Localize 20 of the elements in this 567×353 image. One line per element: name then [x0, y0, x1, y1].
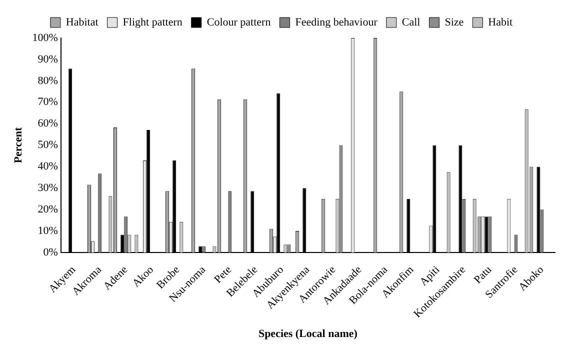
y-axis-title: Percent — [12, 127, 24, 164]
y-tick-label: 90% — [38, 53, 58, 66]
y-tick-label: 10% — [38, 224, 58, 237]
y-tick-label: 30% — [38, 182, 58, 194]
legend-label: Habit — [488, 16, 513, 28]
legend-label: Call — [402, 16, 420, 28]
y-tick-label: 100% — [32, 32, 58, 44]
y-tick-label: 40% — [38, 160, 58, 173]
legend-label: Size — [444, 16, 464, 28]
y-tick-label: 20% — [38, 204, 58, 216]
legend-label: Habitat — [66, 16, 98, 28]
x-axis-title: Species (Local name) — [258, 328, 358, 340]
legend-label: Feeding behaviour — [295, 16, 378, 28]
legend-label: Flight pattern — [122, 16, 183, 28]
y-tick-label: 70% — [38, 96, 58, 108]
y-tick-label: 50% — [38, 139, 58, 152]
y-tick-label: 80% — [38, 74, 58, 87]
y-tick-label: 60% — [38, 118, 58, 130]
y-tick-label: 0% — [43, 246, 58, 258]
legend-label: Colour pattern — [206, 16, 272, 28]
